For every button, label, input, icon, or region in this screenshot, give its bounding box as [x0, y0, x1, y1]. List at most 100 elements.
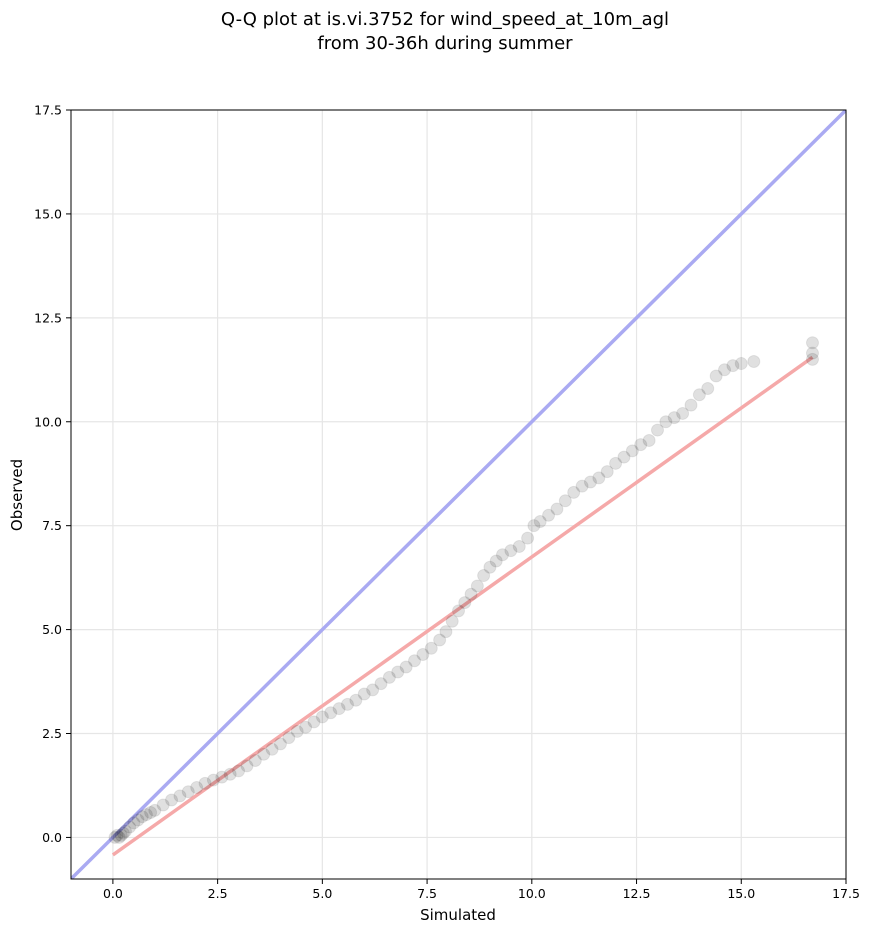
y-tick-label-5: 12.5 — [34, 310, 62, 325]
x-tick-label-7: 17.5 — [832, 886, 860, 901]
qq-point-58 — [512, 539, 526, 553]
x-tick-label-5: 12.5 — [623, 886, 651, 901]
qq-point-61 — [533, 515, 547, 529]
qq-point-18 — [198, 776, 212, 790]
qq-point-36 — [349, 693, 363, 707]
x-tick-label-1: 2.5 — [208, 886, 228, 901]
qq-point-21 — [223, 767, 237, 781]
qq-point-26 — [265, 742, 279, 756]
qq-point-50 — [458, 596, 472, 610]
qq-point-16 — [181, 785, 195, 799]
qq-point-83 — [718, 363, 732, 377]
qq-point-87 — [805, 352, 819, 366]
qq-point-89 — [805, 336, 819, 350]
qq-point-48 — [445, 614, 459, 628]
chart-title-line-1: Q-Q plot at is.vi.3752 for wind_speed_at… — [221, 9, 669, 30]
qq-point-37 — [357, 687, 371, 701]
qq-point-82 — [709, 369, 723, 383]
qq-point-19 — [206, 773, 220, 787]
qq-point-32 — [315, 710, 329, 724]
qq-point-45 — [424, 641, 438, 655]
qq-point-9 — [135, 810, 149, 824]
qq-point-28 — [282, 731, 296, 745]
qq-point-6 — [123, 820, 137, 834]
qq-point-8 — [131, 813, 145, 827]
qq-point-11 — [144, 805, 158, 819]
qq-point-53 — [477, 569, 491, 583]
identity-line — [71, 110, 846, 879]
qq-point-25 — [257, 747, 271, 761]
qq-point-4 — [116, 826, 130, 840]
qq-point-31 — [307, 715, 321, 729]
y-tick-label-6: 15.0 — [34, 206, 62, 221]
qq-point-35 — [340, 697, 354, 711]
qq-point-34 — [332, 702, 346, 716]
qq-point-2 — [112, 830, 126, 844]
qq-point-24 — [248, 754, 262, 768]
qq-point-40 — [382, 670, 396, 684]
qq-point-60 — [527, 519, 541, 533]
qq-point-71 — [617, 450, 631, 464]
qq-point-86 — [747, 354, 761, 368]
qq-point-38 — [366, 683, 380, 697]
y-axis-ticks: 0.0 2.5 5.0 7.5 10.0 12.5 15.0 17.5 — [34, 103, 71, 845]
qq-point-43 — [408, 654, 422, 668]
x-axis-label: Simulated — [420, 906, 496, 924]
qq-point-30 — [299, 720, 313, 734]
qq-point-46 — [433, 633, 447, 647]
qq-point-41 — [391, 665, 405, 679]
x-tick-label-3: 7.5 — [417, 886, 437, 901]
qq-point-39 — [374, 677, 388, 691]
qq-point-20 — [215, 770, 229, 784]
qq-point-42 — [399, 660, 413, 674]
qq-point-14 — [165, 793, 179, 807]
qq-point-5 — [118, 824, 132, 838]
x-axis-ticks: 0.0 2.5 5.0 7.5 10.0 12.5 15.0 17.5 — [103, 879, 860, 901]
x-tick-label-0: 0.0 — [103, 886, 123, 901]
qq-point-68 — [592, 471, 606, 485]
qq-point-55 — [489, 554, 503, 568]
qq-point-54 — [483, 560, 497, 574]
qq-point-63 — [550, 502, 564, 516]
qq-point-64 — [558, 494, 572, 508]
qq-point-62 — [542, 508, 556, 522]
y-tick-label-7: 17.5 — [34, 103, 62, 118]
qq-point-73 — [634, 438, 648, 452]
qq-point-70 — [609, 456, 623, 470]
qq-point-85 — [734, 357, 748, 371]
x-tick-label-2: 5.0 — [312, 886, 332, 901]
qq-point-66 — [575, 479, 589, 493]
y-tick-label-2: 5.0 — [42, 622, 62, 637]
qq-point-13 — [156, 798, 170, 812]
plot-frame — [70, 109, 847, 880]
qq-point-81 — [701, 382, 715, 396]
x-tick-label-4: 10.0 — [518, 886, 546, 901]
grid-lines — [71, 109, 847, 879]
fit-line — [111, 355, 814, 857]
qq-point-72 — [625, 444, 639, 458]
qq-point-3 — [114, 828, 128, 842]
qq-point-75 — [650, 423, 664, 437]
qq-point-56 — [495, 548, 509, 562]
qq-point-17 — [190, 781, 204, 795]
qq-point-7 — [127, 816, 141, 830]
y-tick-label-4: 10.0 — [34, 414, 62, 429]
qq-points — [108, 336, 819, 844]
chart-title-line-2: from 30-36h during summer — [317, 33, 573, 54]
qq-point-22 — [232, 764, 246, 778]
qq-point-27 — [273, 737, 287, 751]
qq-point-10 — [139, 808, 153, 822]
qq-point-77 — [667, 411, 681, 425]
qq-point-44 — [416, 648, 430, 662]
qq-point-69 — [600, 465, 614, 479]
qq-point-51 — [464, 587, 478, 601]
qq-point-33 — [324, 706, 338, 720]
qq-point-29 — [290, 724, 304, 738]
qq-point-78 — [676, 406, 690, 420]
y-tick-label-0: 0.0 — [42, 830, 62, 845]
y-tick-label-1: 2.5 — [42, 726, 62, 741]
y-axis-label: Observed — [8, 459, 26, 531]
qq-point-67 — [583, 475, 597, 489]
